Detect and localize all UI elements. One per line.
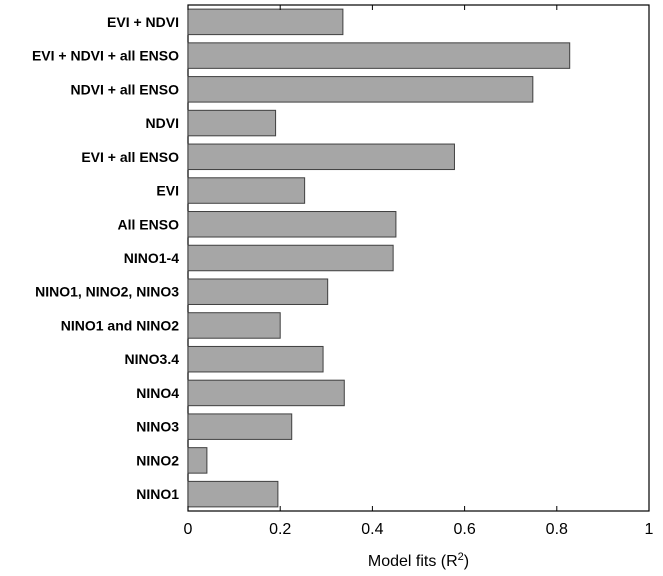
bar — [187, 8, 344, 36]
bar — [187, 76, 534, 103]
category-label: NINO1-4 — [124, 250, 179, 266]
bar — [187, 447, 208, 474]
category-label: NINO2 — [136, 452, 179, 468]
bar — [187, 480, 279, 508]
bar — [187, 345, 324, 373]
bar — [187, 211, 397, 238]
bar — [187, 143, 455, 171]
x-axis-title-suffix: ) — [464, 553, 469, 570]
category-label: NINO1 and NINO2 — [61, 317, 179, 333]
category-label: NDVI — [146, 115, 179, 131]
bar — [187, 244, 394, 272]
category-label: NINO4 — [136, 385, 179, 401]
x-tick-label: 0.6 — [453, 521, 475, 538]
x-tick-label: 0.8 — [546, 521, 568, 538]
category-label: NINO3.4 — [125, 351, 180, 367]
x-tick-label: 1 — [645, 521, 654, 538]
bars-group — [187, 8, 571, 508]
bar — [187, 379, 345, 407]
x-axis-title: Model fits (R2) — [368, 551, 469, 570]
category-label: EVI + NDVI — [107, 14, 179, 30]
x-tick-label: 0 — [184, 521, 193, 538]
x-tick-label: 0.2 — [269, 521, 291, 538]
category-label: EVI + all ENSO — [81, 149, 179, 165]
category-label: NDVI + all ENSO — [70, 81, 179, 97]
category-label: NINO1, NINO2, NINO3 — [35, 284, 179, 300]
bar — [187, 109, 277, 137]
x-axis-title-prefix: Model fits (R — [368, 553, 458, 570]
category-label: EVI — [156, 183, 179, 199]
bar — [187, 278, 329, 305]
bar — [187, 413, 293, 440]
x-axis-title-superscript: 2 — [458, 551, 464, 563]
bar — [187, 177, 306, 204]
bar — [187, 42, 571, 69]
category-labels: EVI + NDVI EVI + NDVI + all ENSO NDVI + al… — [32, 14, 179, 502]
category-label: NINO3 — [136, 419, 179, 435]
category-label: All ENSO — [118, 216, 180, 232]
x-tick-label: 0.4 — [361, 521, 383, 538]
category-label: NINO1 — [136, 486, 179, 502]
x-axis-ticks: 0 0.2 0.4 0.6 0.8 1 — [184, 5, 654, 538]
bar — [187, 312, 281, 339]
category-label: EVI + NDVI + all ENSO — [32, 48, 179, 64]
